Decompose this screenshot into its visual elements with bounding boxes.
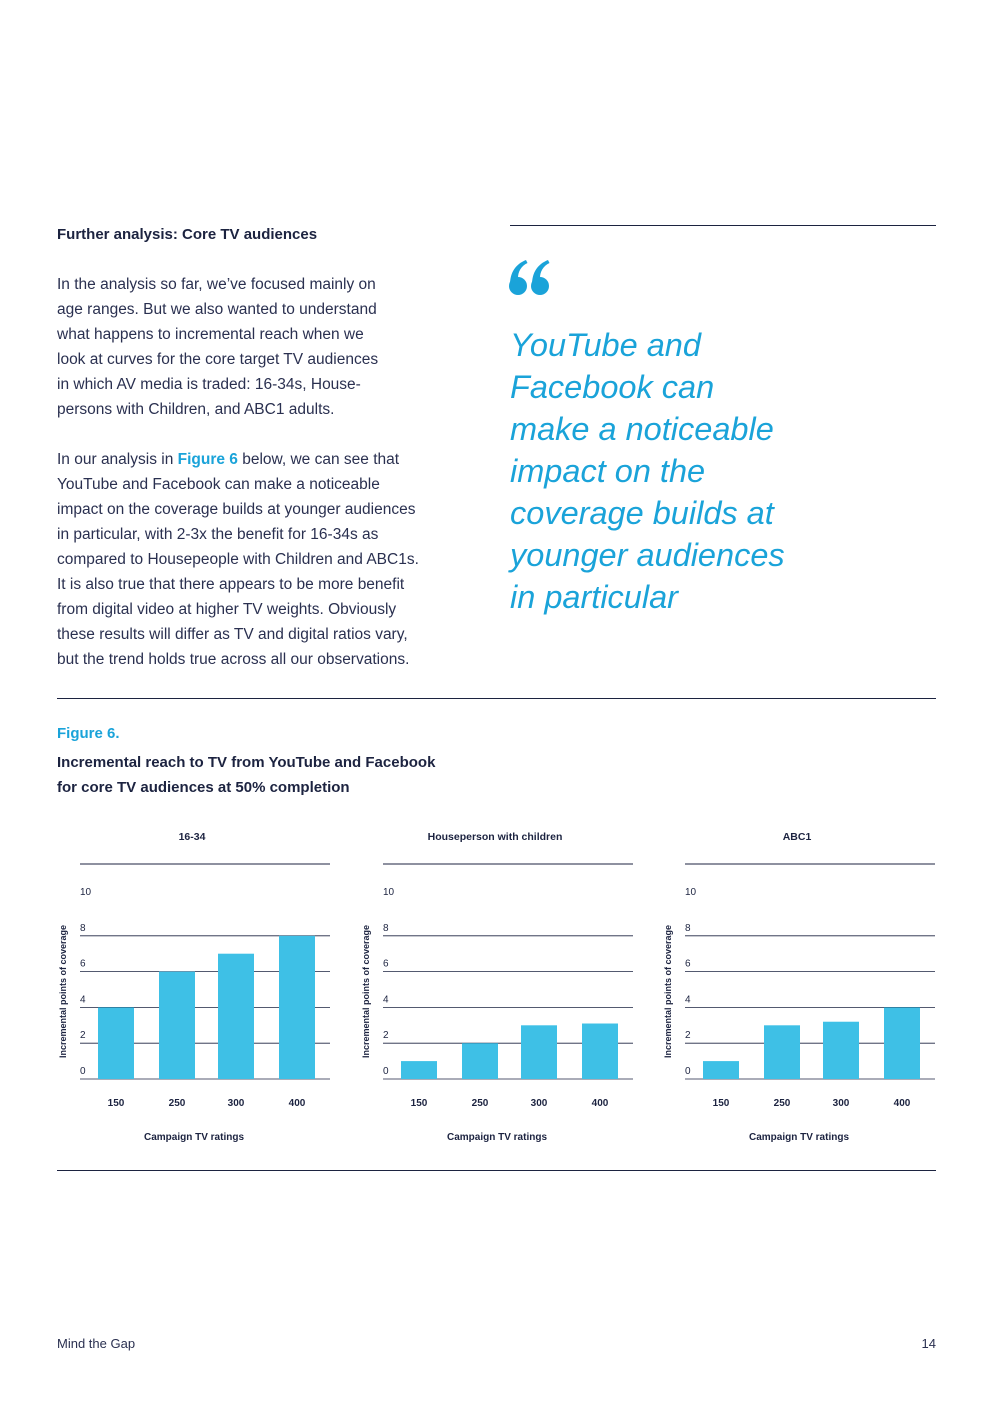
quotation-mark-icon	[509, 260, 550, 295]
paragraph-line: It is also true that there appears to be…	[57, 576, 405, 593]
chart-3-x-tick-label: 150	[713, 1098, 730, 1109]
chart-2-x-axis-label: Campaign TV ratings	[447, 1132, 547, 1143]
pull-quote-line: YouTube and	[510, 327, 701, 363]
pull-quote-line: Facebook can	[510, 369, 715, 405]
chart-3-bar	[884, 1007, 920, 1079]
chart-2-y-tick-label: 0	[383, 1066, 389, 1077]
chart-3-bar	[703, 1061, 739, 1079]
chart-3-title: ABC1	[783, 831, 812, 843]
chart-3-y-tick-label: 6	[685, 959, 691, 970]
paragraph-line: these results will differ as TV and digi…	[57, 626, 408, 643]
intro-paragraph: In the analysis so far, we’ve focused ma…	[57, 272, 467, 422]
analysis-paragraph: In our analysis in Figure 6 below, we ca…	[57, 447, 467, 672]
chart-2-x-tick-label: 300	[531, 1098, 548, 1109]
chart-3-y-tick-label: 4	[685, 994, 691, 1005]
paragraph-line: persons with Children, and ABC1 adults.	[57, 401, 335, 418]
figure-6-charts: 16-34 0 2 4 6 8 10 Incremental points of covera…	[58, 831, 935, 1143]
pull-quote-line: in particular	[510, 579, 678, 615]
chart-2-y-tick-label: 8	[383, 923, 389, 934]
chart-3-y-axis-label: Incremental points of coverage	[663, 925, 673, 1058]
paragraph-after: below, we can see that	[237, 451, 400, 468]
chart-1-x-tick-label: 300	[228, 1098, 245, 1109]
chart-2-bar	[521, 1025, 557, 1079]
figure-label: Figure 6.	[57, 725, 120, 742]
chart-2-title: Houseperson with children	[428, 831, 563, 843]
paragraph-line: look at curves for the core target TV au…	[57, 351, 379, 368]
figure-title-line: Incremental reach to TV from YouTube and…	[57, 754, 436, 771]
pull-quote-line: coverage builds at	[510, 495, 774, 531]
chart-3-y-tick-label: 2	[685, 1030, 691, 1041]
chart-2-bar	[401, 1061, 437, 1079]
chart-2-y-tick-label: 2	[383, 1030, 389, 1041]
pull-quote: YouTube and Facebook can make a noticeab…	[510, 324, 785, 618]
paragraph-line: compared to Housepeople with Children an…	[57, 551, 419, 568]
chart-1-bar	[159, 971, 195, 1079]
paragraph-line: in which AV media is traded: 16-34s, Hou…	[57, 376, 361, 393]
chart-1-y-axis-label: Incremental points of coverage	[58, 925, 68, 1058]
paragraph-line: from digital video at higher TV weights.…	[57, 601, 397, 618]
figure-title-line: for core TV audiences at 50% completion	[57, 779, 350, 796]
chart-2-x-tick-label: 400	[592, 1098, 609, 1109]
chart-1-x-axis-label: Campaign TV ratings	[144, 1132, 244, 1143]
chart-1-y-tick-label: 2	[80, 1030, 86, 1041]
figure-bottom-rule	[57, 1170, 936, 1171]
paragraph-line: in particular, with 2-3x the benefit for…	[57, 526, 379, 543]
chart-2-y-tick-label: 10	[383, 887, 395, 898]
chart-1-y-tick-label: 10	[80, 887, 92, 898]
footer-title: Mind the Gap	[57, 1336, 136, 1351]
paragraph-line: impact on the coverage builds at younger…	[57, 501, 416, 518]
chart-3-y-tick-label: 8	[685, 923, 691, 934]
chart-3-x-tick-label: 250	[774, 1098, 791, 1109]
paragraph-lead: In our analysis in	[57, 451, 178, 468]
paragraph-line: In the analysis so far, we’ve focused ma…	[57, 276, 376, 293]
chart-1-title: 16-34	[179, 831, 206, 843]
chart-1-bar	[279, 935, 315, 1079]
chart-1-y-tick-label: 4	[80, 994, 86, 1005]
pull-quote-line: make a noticeable	[510, 411, 774, 447]
chart-1-y-tick-label: 6	[80, 959, 86, 970]
chart-3-y-tick-label: 0	[685, 1066, 691, 1077]
figure-6-link[interactable]: Figure 6	[177, 451, 238, 468]
chart-1-x-tick-label: 400	[289, 1098, 306, 1109]
chart-3-bar	[823, 1021, 859, 1079]
paragraph-line: YouTube and Facebook can make a noticeab…	[57, 476, 380, 493]
chart-2-y-tick-label: 6	[383, 959, 389, 970]
quote-top-rule	[510, 225, 936, 226]
chart-3-bar	[764, 1025, 800, 1079]
chart-2-x-tick-label: 150	[411, 1098, 428, 1109]
chart-1-y-tick-label: 8	[80, 923, 86, 934]
chart-1-y-tick-label: 0	[80, 1066, 86, 1077]
chart-2-x-tick-label: 250	[472, 1098, 489, 1109]
chart-3-x-axis-label: Campaign TV ratings	[749, 1132, 849, 1143]
paragraph-line: In our analysis in Figure 6 below, we ca…	[57, 447, 467, 472]
chart-2-y-tick-label: 4	[383, 994, 389, 1005]
page-number: 14	[921, 1336, 936, 1351]
chart-2-y-axis-label: Incremental points of coverage	[361, 925, 371, 1058]
chart-3-x-tick-label: 400	[894, 1098, 911, 1109]
chart-2-bar	[582, 1023, 618, 1079]
figure-title: Incremental reach to TV from YouTube and…	[57, 750, 435, 800]
section-heading: Further analysis: Core TV audiences	[57, 226, 318, 243]
chart-3-x-tick-label: 300	[833, 1098, 850, 1109]
chart-1-bar	[218, 953, 254, 1079]
paragraph-line: what happens to incremental reach when w…	[57, 326, 364, 343]
chart-3-y-tick-label: 10	[685, 887, 697, 898]
chart-2-bar	[462, 1043, 498, 1079]
chart-1-x-tick-label: 250	[169, 1098, 186, 1109]
pull-quote-line: impact on the	[510, 453, 706, 489]
chart-1-bar	[98, 1007, 134, 1079]
pull-quote-line: younger audiences	[510, 537, 785, 573]
chart-1-x-tick-label: 150	[108, 1098, 125, 1109]
figure-top-rule	[57, 698, 936, 699]
paragraph-line: but the trend holds true across all our …	[57, 651, 410, 668]
paragraph-line: age ranges. But we also wanted to unders…	[57, 301, 377, 318]
